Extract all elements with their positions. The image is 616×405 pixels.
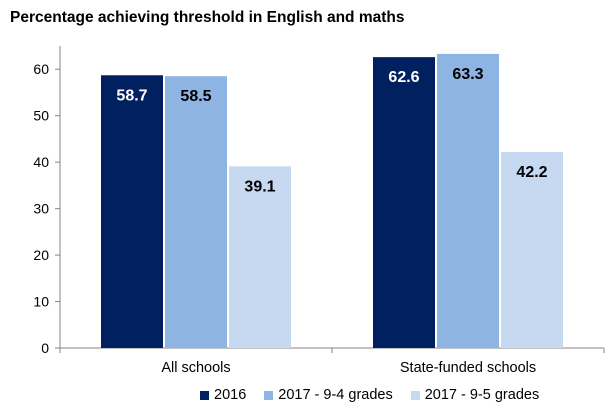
legend-label-2017-9-5: 2017 - 9-5 grades: [424, 387, 540, 403]
data-label: 63.3: [452, 66, 483, 83]
bar: [165, 76, 227, 348]
y-tick-label: 10: [33, 294, 49, 310]
chart-title: Percentage achieving threshold in Englis…: [10, 9, 405, 26]
bar: [101, 75, 163, 349]
legend-item-2017-9-5: 2017 - 9-5 grades: [410, 387, 540, 403]
y-tick-label: 40: [33, 154, 49, 170]
data-label: 39.1: [244, 178, 275, 195]
data-label: 58.7: [116, 87, 147, 104]
bar-chart: 0 10 20 30 40 50 60 58.7 58.5 39.1 All schools 62.6…: [33, 46, 605, 376]
x-tick-label: All schools: [161, 360, 230, 376]
legend-item-2017-9-4: 2017 - 9-4 grades: [264, 387, 393, 403]
legend-item-2016: 2016: [200, 387, 246, 403]
y-tick-label: 60: [33, 61, 49, 77]
bar: [437, 53, 499, 348]
legend-swatch-2017-9-5: [410, 390, 420, 400]
legend-label-2016: 2016: [214, 387, 247, 403]
bar: [373, 57, 435, 349]
x-tick-label: State-funded schools: [400, 360, 536, 376]
bar: [501, 151, 563, 348]
y-tick-label: 30: [33, 201, 49, 217]
legend-label-2017-9-4: 2017 - 9-4 grades: [278, 387, 393, 403]
chart-legend: 2016 2017 - 9-4 grades 2017 - 9-5 grades: [200, 386, 557, 404]
legend-swatch-2017-9-4: [264, 390, 274, 400]
data-label: 42.2: [516, 164, 547, 181]
y-tick-label: 50: [33, 108, 49, 124]
y-tick-label: 20: [33, 247, 49, 263]
legend-swatch-2016: [200, 390, 209, 400]
y-tick-label: 0: [41, 340, 49, 356]
data-label: 58.5: [180, 88, 211, 105]
bar: [229, 166, 291, 348]
data-label: 62.6: [388, 69, 419, 86]
